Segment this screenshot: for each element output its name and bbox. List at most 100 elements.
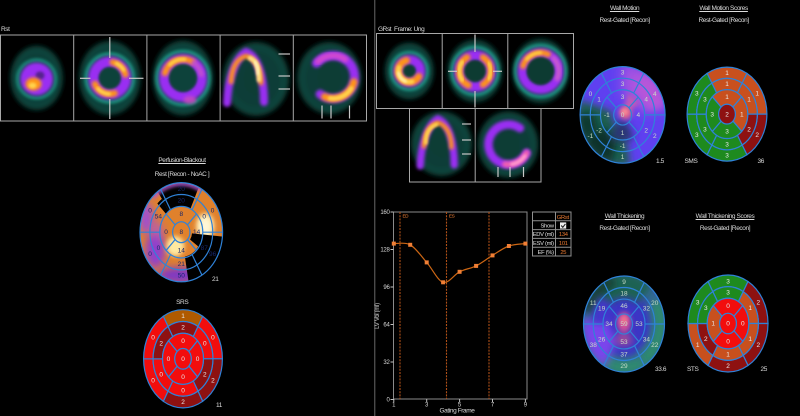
svg-text:14: 14	[178, 248, 186, 255]
svg-text:134: 134	[559, 232, 569, 238]
svg-text:Show: Show	[540, 223, 554, 229]
svg-text:1: 1	[181, 313, 185, 320]
svg-text:2: 2	[755, 132, 759, 139]
svg-text:3: 3	[725, 129, 729, 136]
svg-text:Gating Frame: Gating Frame	[440, 408, 476, 415]
svg-text:2: 2	[181, 399, 185, 406]
svg-text:2: 2	[756, 300, 760, 307]
svg-text:LV Vol (ml): LV Vol (ml)	[375, 303, 381, 329]
svg-text:3: 3	[710, 111, 714, 118]
svg-text:34: 34	[643, 336, 651, 343]
svg-text:0: 0	[196, 356, 200, 363]
svg-text:25: 25	[560, 250, 566, 256]
svg-text:2: 2	[211, 378, 215, 385]
svg-text:1: 1	[726, 352, 730, 359]
svg-text:21: 21	[178, 261, 186, 268]
svg-text:0: 0	[386, 398, 390, 404]
svg-text:4: 4	[653, 91, 657, 98]
svg-text:EDV (ml): EDV (ml)	[533, 232, 554, 238]
svg-text:0: 0	[211, 208, 215, 215]
svg-text:3: 3	[725, 141, 729, 148]
svg-text:38: 38	[590, 342, 598, 349]
svg-text:-1: -1	[588, 133, 594, 140]
svg-text:0: 0	[151, 335, 155, 342]
svg-text:1: 1	[621, 130, 625, 137]
svg-text:3: 3	[725, 152, 729, 159]
svg-text:160: 160	[380, 210, 390, 216]
svg-text:4: 4	[644, 96, 648, 103]
svg-text:0: 0	[164, 229, 168, 236]
svg-text:20: 20	[178, 198, 186, 205]
svg-text:EF (%): EF (%)	[538, 250, 555, 256]
svg-text:5: 5	[458, 403, 462, 409]
svg-text:3: 3	[696, 300, 700, 307]
svg-text:0: 0	[148, 251, 152, 258]
svg-text:9: 9	[524, 403, 528, 409]
svg-text:0: 0	[157, 245, 161, 252]
svg-text:128: 128	[380, 248, 390, 254]
svg-text:1: 1	[725, 70, 729, 77]
svg-text:8: 8	[179, 211, 183, 218]
svg-text:0: 0	[181, 356, 185, 363]
svg-text:19: 19	[598, 306, 606, 313]
svg-text:1: 1	[755, 91, 759, 98]
svg-text:2: 2	[725, 111, 729, 118]
svg-text:53: 53	[635, 321, 643, 328]
svg-text:96: 96	[209, 251, 217, 258]
svg-text:0: 0	[589, 91, 593, 98]
svg-text:96: 96	[383, 285, 390, 291]
svg-text:32: 32	[643, 306, 651, 313]
svg-text:1: 1	[711, 321, 715, 328]
svg-text:ES: ES	[449, 213, 455, 218]
svg-text:1: 1	[740, 111, 744, 118]
svg-text:3: 3	[704, 305, 708, 312]
svg-text:0: 0	[167, 356, 171, 363]
svg-text:64: 64	[383, 323, 390, 329]
svg-text:1: 1	[748, 305, 752, 312]
svg-text:1: 1	[696, 342, 700, 349]
svg-text:0: 0	[203, 340, 207, 347]
svg-text:4: 4	[636, 112, 640, 119]
svg-text:0: 0	[148, 208, 152, 215]
svg-text:7: 7	[491, 403, 495, 409]
svg-text:32: 32	[383, 360, 390, 366]
svg-text:3: 3	[726, 278, 730, 285]
svg-text:54: 54	[155, 213, 163, 220]
svg-text:0: 0	[741, 321, 745, 328]
svg-text:3: 3	[726, 290, 730, 297]
svg-text:GRst: GRst	[557, 215, 570, 221]
svg-text:-1: -1	[604, 112, 610, 119]
svg-text:1: 1	[725, 81, 729, 88]
svg-text:50: 50	[178, 273, 186, 280]
svg-text:1: 1	[725, 94, 729, 101]
svg-text:0: 0	[181, 387, 185, 394]
svg-text:2: 2	[747, 126, 751, 133]
svg-text:59: 59	[620, 321, 628, 328]
svg-text:20: 20	[651, 300, 659, 307]
svg-text:2: 2	[756, 342, 760, 349]
svg-text:18: 18	[620, 290, 628, 297]
svg-text:3: 3	[621, 94, 625, 101]
svg-text:3: 3	[695, 91, 699, 98]
svg-text:2: 2	[726, 363, 730, 370]
svg-text:2: 2	[653, 133, 657, 140]
svg-text:34: 34	[605, 321, 613, 328]
svg-text:14: 14	[193, 229, 201, 236]
svg-text:0: 0	[202, 213, 206, 220]
svg-text:ESV (ml): ESV (ml)	[533, 241, 554, 247]
svg-text:2: 2	[159, 340, 163, 347]
svg-text:2: 2	[181, 325, 185, 332]
svg-text:3: 3	[621, 70, 625, 77]
svg-text:8: 8	[179, 229, 183, 236]
svg-text:-2: -2	[596, 127, 602, 134]
svg-text:1: 1	[392, 403, 396, 409]
svg-text:0: 0	[726, 303, 730, 310]
svg-text:1: 1	[621, 154, 625, 161]
svg-text:ED: ED	[403, 213, 410, 218]
svg-text:9: 9	[622, 279, 626, 286]
svg-text:20: 20	[178, 186, 186, 193]
svg-text:3: 3	[695, 132, 699, 139]
svg-text:1: 1	[597, 96, 601, 103]
svg-text:0: 0	[621, 112, 625, 119]
svg-text:3: 3	[703, 126, 707, 133]
